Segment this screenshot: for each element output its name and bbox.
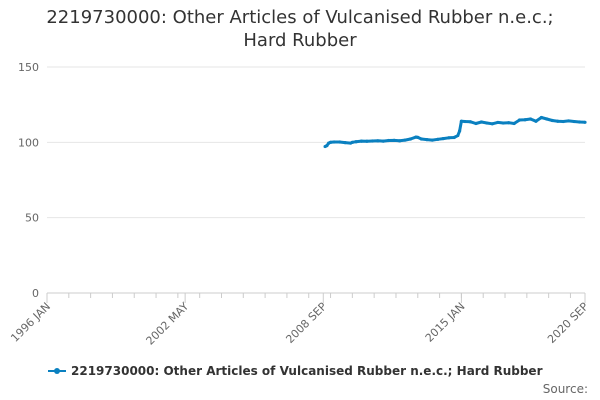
data-point[interactable] (416, 135, 420, 139)
data-point[interactable] (338, 140, 342, 144)
x-tick-label: 2008 SEP (283, 300, 329, 346)
y-axis: 0 50 100 150 (18, 61, 39, 300)
data-point[interactable] (370, 139, 374, 143)
data-point[interactable] (430, 138, 434, 142)
data-point[interactable] (539, 115, 543, 120)
data-point[interactable] (496, 120, 500, 125)
data-point[interactable] (456, 133, 460, 138)
legend-line-marker-icon (48, 365, 66, 377)
legend[interactable]: 2219730000: Other Articles of Vulcanised… (48, 364, 543, 378)
data-point[interactable] (459, 119, 464, 123)
data-point[interactable] (419, 137, 424, 141)
y-tick-label: 100 (18, 136, 39, 149)
data-point[interactable] (474, 121, 478, 126)
data-point[interactable] (350, 140, 354, 144)
data-point[interactable] (507, 121, 511, 125)
data-point[interactable] (567, 119, 571, 123)
data-point[interactable] (556, 119, 560, 123)
data-point[interactable] (359, 139, 364, 143)
data-point[interactable] (381, 139, 385, 143)
data-point[interactable] (376, 139, 380, 143)
data-point[interactable] (398, 139, 402, 143)
data-point[interactable] (354, 140, 358, 144)
data-point[interactable] (457, 129, 462, 133)
data-point[interactable] (425, 138, 429, 142)
data-point[interactable] (577, 120, 582, 124)
x-tick-label: 2002 MAY (144, 300, 192, 348)
data-point[interactable] (441, 136, 445, 141)
data-point[interactable] (463, 119, 467, 124)
x-tick-label: 1996 JAN (8, 300, 53, 345)
data-point[interactable] (479, 120, 483, 124)
data-point[interactable] (583, 120, 587, 124)
data-point[interactable] (436, 137, 440, 141)
data-point[interactable] (490, 122, 494, 126)
data-point[interactable] (408, 137, 413, 141)
data-point[interactable] (365, 139, 369, 143)
data-point[interactable] (512, 121, 516, 126)
source-label: Source: (542, 382, 588, 396)
data-point[interactable] (387, 138, 391, 143)
data-point[interactable] (534, 119, 538, 123)
data-point[interactable] (572, 119, 576, 124)
x-tick-label: 2020 SEP (545, 300, 591, 346)
data-point[interactable] (545, 117, 549, 121)
chart-title: 2219730000: Other Articles of Vulcanised… (0, 6, 600, 52)
data-point[interactable] (550, 118, 554, 123)
data-point[interactable] (403, 138, 407, 142)
data-point[interactable] (328, 140, 333, 144)
series-layer (323, 115, 587, 149)
data-point[interactable] (325, 144, 329, 148)
chart-title-line2: Hard Rubber (243, 30, 357, 51)
data-point[interactable] (517, 118, 522, 122)
data-point[interactable] (561, 119, 565, 124)
y-tick-label: 0 (32, 287, 39, 300)
data-point[interactable] (452, 135, 456, 140)
data-point[interactable] (343, 141, 347, 145)
y-tick-label: 50 (25, 212, 39, 225)
data-point[interactable] (392, 138, 396, 142)
x-tick-label: 2015 JAN (423, 300, 468, 345)
data-point[interactable] (523, 118, 527, 122)
chart-title-line1: 2219730000: Other Articles of Vulcanised… (46, 7, 554, 28)
data-point[interactable] (447, 136, 451, 140)
gridlines (47, 66, 585, 294)
data-point[interactable] (485, 121, 489, 125)
data-point[interactable] (528, 117, 533, 121)
data-point[interactable] (501, 121, 505, 125)
x-axis: 1996 JAN 2002 MAY 2008 SEP 2015 JAN 2020 SEP (8, 293, 591, 348)
y-tick-label: 150 (18, 61, 39, 74)
data-point[interactable] (332, 140, 336, 144)
data-point[interactable] (468, 120, 473, 124)
legend-label: 2219730000: Other Articles of Vulcanised… (71, 364, 543, 378)
